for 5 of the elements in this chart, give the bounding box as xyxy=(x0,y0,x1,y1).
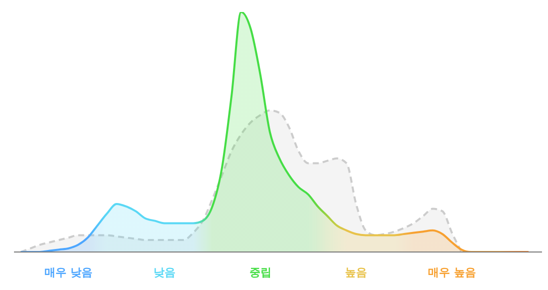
x-tick-label: 높음 xyxy=(345,266,368,279)
x-tick-label: 매우 낮음 xyxy=(44,266,93,279)
x-tick-label: 낮음 xyxy=(153,266,176,279)
x-tick-label: 매우 높음 xyxy=(428,266,476,279)
x-tick-label: 중립 xyxy=(249,266,272,279)
